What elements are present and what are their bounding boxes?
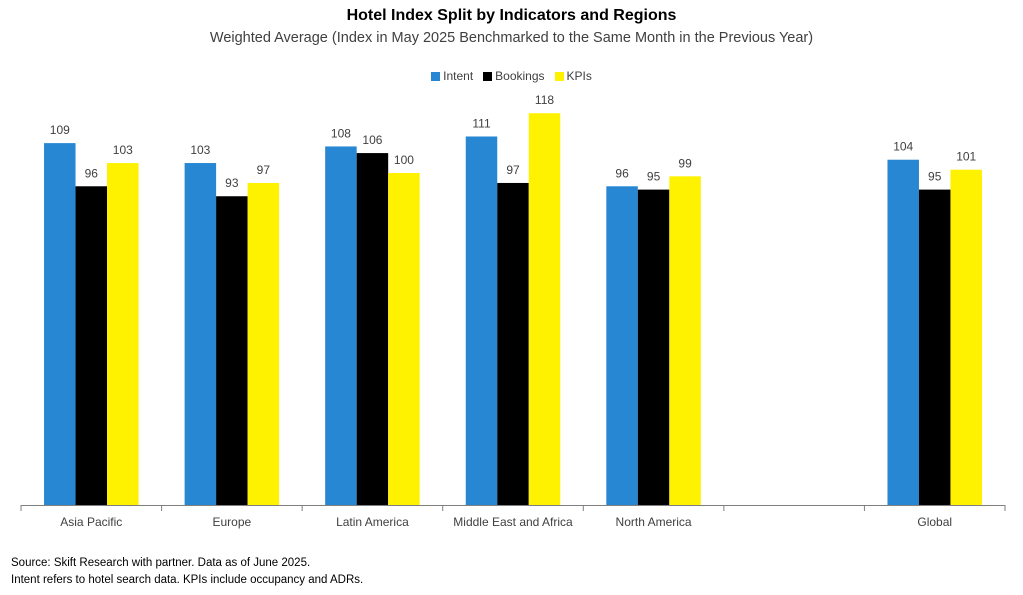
- bar-kpis-2: [388, 173, 420, 505]
- x-tick-label-0: Asia Pacific: [60, 515, 122, 529]
- legend-item-intent: Intent: [431, 69, 473, 83]
- bar-kpis-3: [528, 113, 561, 506]
- legend-swatch-kpis: [554, 71, 564, 81]
- bar-bookings-6: [918, 189, 951, 505]
- bar-bookings-0: [75, 186, 108, 505]
- bar-intent-2: [325, 146, 357, 505]
- x-tick-label-3: Middle East and Africa: [453, 515, 573, 529]
- data-label-intent-1: 103: [190, 143, 210, 157]
- data-label-kpis-4: 99: [678, 156, 692, 170]
- definition-note: Intent refers to hotel search data. KPIs…: [11, 574, 364, 586]
- bar-kpis-6: [950, 169, 982, 505]
- x-tick-label-4: North America: [616, 515, 692, 529]
- data-label-bookings-3: 97: [506, 163, 520, 177]
- legend-label-kpis: KPIs: [566, 69, 592, 83]
- x-tick-label-6: Global: [917, 515, 952, 529]
- bar-intent-1: [184, 163, 217, 506]
- data-label-kpis-6: 101: [956, 150, 976, 164]
- legend-swatch-intent: [431, 71, 441, 81]
- data-label-intent-4: 96: [615, 166, 629, 180]
- legend-label-bookings: Bookings: [495, 69, 545, 83]
- bar-kpis-1: [247, 182, 280, 505]
- bar-intent-6: [887, 159, 919, 505]
- chart-subtitle: Weighted Average (Index in May 2025 Benc…: [209, 30, 814, 46]
- bar-intent-3: [465, 136, 498, 506]
- bar-bookings-3: [497, 182, 529, 505]
- chart-footer: Source: Skift Research with partner. Dat…: [11, 555, 363, 589]
- data-label-bookings-1: 93: [225, 176, 239, 190]
- data-label-bookings-2: 106: [362, 133, 382, 147]
- data-label-bookings-4: 95: [647, 170, 661, 184]
- bar-intent-4: [606, 186, 638, 505]
- data-label-intent-6: 104: [893, 140, 913, 154]
- chart-legend: Intent Bookings KPIs: [0, 69, 1023, 83]
- data-label-bookings-0: 96: [85, 166, 99, 180]
- source-note: Source: Skift Research with partner. Dat…: [11, 557, 311, 569]
- bar-intent-0: [44, 143, 76, 505]
- data-label-bookings-6: 95: [928, 170, 942, 184]
- bar-bookings-1: [216, 196, 248, 506]
- bar-kpis-4: [669, 176, 701, 505]
- data-label-kpis-0: 103: [113, 143, 133, 157]
- legend-label-intent: Intent: [443, 69, 474, 83]
- data-label-intent-2: 108: [331, 126, 351, 140]
- legend-item-bookings: Bookings: [483, 69, 545, 83]
- legend-swatch-bookings: [483, 71, 493, 81]
- bar-bookings-2: [356, 153, 389, 505]
- bar-bookings-4: [637, 189, 670, 505]
- chart-title: Hotel Index Split by Indicators and Regi…: [346, 7, 677, 24]
- legend-item-kpis: KPIs: [554, 69, 592, 83]
- data-label-kpis-3: 118: [535, 93, 554, 107]
- x-tick-label-2: Latin America: [336, 515, 409, 529]
- bar-kpis-0: [107, 163, 139, 506]
- data-label-intent-0: 109: [50, 123, 70, 137]
- data-label-intent-3: 111: [472, 116, 491, 130]
- data-label-kpis-1: 97: [257, 163, 271, 177]
- data-label-kpis-2: 100: [394, 153, 414, 167]
- x-tick-label-1: Europe: [213, 515, 252, 529]
